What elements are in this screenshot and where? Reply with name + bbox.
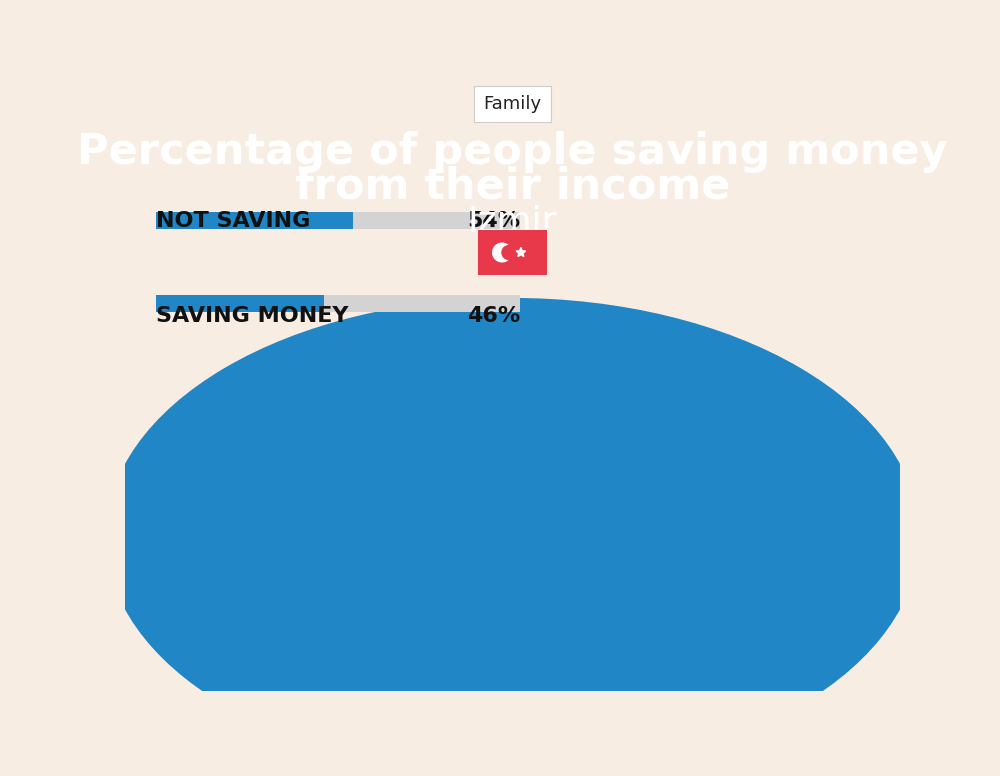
Circle shape [492, 243, 512, 262]
Text: NOT SAVING: NOT SAVING [156, 211, 310, 231]
Text: from their income: from their income [295, 165, 730, 207]
Text: Family: Family [483, 95, 542, 113]
FancyBboxPatch shape [156, 212, 353, 229]
FancyBboxPatch shape [478, 230, 547, 275]
Polygon shape [516, 248, 526, 257]
FancyBboxPatch shape [156, 212, 520, 229]
FancyBboxPatch shape [156, 295, 520, 312]
Ellipse shape [106, 298, 919, 775]
Text: Izmir: Izmir [468, 206, 557, 240]
Text: SAVING MONEY: SAVING MONEY [156, 307, 349, 327]
Text: Percentage of people saving money: Percentage of people saving money [77, 130, 948, 172]
FancyBboxPatch shape [156, 295, 324, 312]
Text: 46%: 46% [467, 307, 520, 327]
Circle shape [501, 244, 517, 260]
Text: 54%: 54% [467, 211, 520, 231]
